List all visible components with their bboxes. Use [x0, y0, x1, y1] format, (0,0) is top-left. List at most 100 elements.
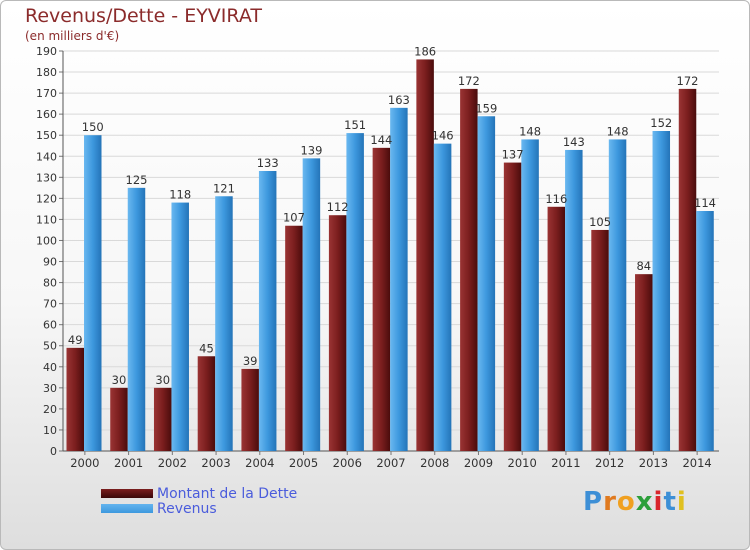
- y-tick-label: 0: [50, 445, 57, 458]
- data-label-revenus: 150: [82, 120, 104, 134]
- data-label-dette: 105: [589, 215, 611, 229]
- bar-dette: [197, 356, 216, 451]
- x-tick-label: 2008: [420, 456, 449, 470]
- bar-dette: [503, 162, 522, 451]
- logo-letter: i: [676, 487, 687, 517]
- y-tick-label: 10: [43, 424, 57, 437]
- logo-letter: r: [603, 487, 617, 517]
- logo-letter: t: [663, 487, 677, 517]
- data-label-dette: 45: [199, 341, 214, 355]
- logo-letter: i: [653, 487, 664, 517]
- data-label-dette: 144: [370, 133, 392, 147]
- data-label-revenus: 114: [694, 196, 716, 210]
- chart-title: Revenus/Dette - EYVIRAT: [25, 5, 262, 27]
- y-tick-label: 100: [36, 234, 57, 247]
- y-tick-label: 180: [36, 66, 57, 79]
- y-tick-label: 70: [43, 298, 57, 311]
- y-tick-label: 190: [36, 45, 57, 58]
- bar-dette: [110, 387, 128, 451]
- y-tick-label: 50: [43, 340, 57, 353]
- data-label-revenus: 139: [300, 143, 322, 157]
- data-label-dette: 30: [155, 373, 170, 387]
- y-tick-label: 60: [43, 319, 57, 332]
- bar-revenus: [565, 149, 583, 451]
- bar-dette: [635, 274, 653, 451]
- bar-revenus: [346, 133, 364, 451]
- data-label-dette: 112: [327, 200, 349, 214]
- x-tick-label: 2004: [245, 456, 274, 470]
- y-tick-label: 160: [36, 108, 57, 121]
- data-label-revenus: 146: [432, 129, 454, 143]
- data-label-revenus: 121: [213, 181, 235, 195]
- y-tick-label: 130: [36, 171, 57, 184]
- bar-revenus: [390, 107, 408, 451]
- bar-revenus: [521, 139, 539, 451]
- y-tick-label: 110: [36, 213, 57, 226]
- bar-revenus: [433, 143, 452, 451]
- x-tick-label: 2000: [70, 456, 99, 470]
- x-tick-label: 2011: [551, 456, 580, 470]
- data-label-dette: 107: [283, 211, 305, 225]
- data-label-revenus: 143: [563, 135, 585, 149]
- bar-revenus: [652, 131, 671, 451]
- data-label-dette: 39: [243, 354, 258, 368]
- x-tick-label: 2007: [376, 456, 405, 470]
- data-label-revenus: 118: [169, 188, 191, 202]
- x-tick-label: 2003: [201, 456, 230, 470]
- y-tick-label: 120: [36, 192, 57, 205]
- y-tick-label: 90: [43, 256, 57, 269]
- x-tick-label: 2009: [464, 456, 493, 470]
- data-label-dette: 186: [414, 44, 436, 58]
- data-label-dette: 172: [677, 74, 699, 88]
- bar-revenus: [302, 158, 321, 452]
- data-label-revenus: 159: [475, 101, 497, 115]
- bar-revenus: [171, 202, 189, 451]
- bar-dette: [460, 88, 478, 451]
- data-label-revenus: 151: [344, 118, 366, 132]
- x-tick-label: 2006: [333, 456, 362, 470]
- bar-revenus: [215, 196, 233, 451]
- chart-subtitle: (en milliers d'€): [25, 29, 120, 43]
- bar-dette: [241, 368, 259, 451]
- legend-swatch-revenus: [101, 504, 153, 513]
- bar-dette: [153, 387, 172, 451]
- y-tick-label: 30: [43, 382, 57, 395]
- y-tick-label: 170: [36, 87, 57, 100]
- data-label-revenus: 163: [388, 93, 410, 107]
- y-tick-label: 140: [36, 150, 57, 163]
- bar-dette: [372, 147, 391, 451]
- data-label-dette: 84: [636, 259, 651, 273]
- data-label-dette: 49: [68, 333, 83, 347]
- data-label-dette: 30: [112, 373, 127, 387]
- bar-dette: [547, 206, 566, 451]
- data-label-dette: 116: [545, 192, 567, 206]
- x-tick-label: 2012: [595, 456, 624, 470]
- y-tick-label: 80: [43, 277, 57, 290]
- data-label-revenus: 148: [607, 124, 629, 138]
- bar-dette: [416, 59, 434, 451]
- logo-letter: o: [616, 487, 636, 517]
- data-label-revenus: 148: [519, 124, 541, 138]
- y-tick-label: 20: [43, 403, 57, 416]
- bar-revenus: [696, 211, 714, 451]
- data-label-revenus: 152: [650, 116, 672, 130]
- bar-dette: [328, 215, 347, 451]
- data-label-revenus: 133: [257, 156, 279, 170]
- bar-revenus: [258, 171, 277, 451]
- x-tick-label: 2014: [682, 456, 711, 470]
- x-tick-label: 2010: [508, 456, 537, 470]
- bar-revenus: [608, 139, 627, 451]
- legend-label-revenus: Revenus: [157, 501, 217, 517]
- bar-revenus: [477, 116, 496, 452]
- x-tick-label: 2013: [639, 456, 668, 470]
- bar-dette: [66, 347, 84, 451]
- bar-revenus: [127, 187, 146, 451]
- bar-dette: [591, 229, 609, 451]
- logo-letter: x: [635, 487, 654, 517]
- bar-revenus: [84, 135, 102, 452]
- x-tick-label: 2002: [158, 456, 187, 470]
- legend-label-dette: Montant de la Dette: [157, 486, 298, 502]
- y-tick-label: 150: [36, 129, 57, 142]
